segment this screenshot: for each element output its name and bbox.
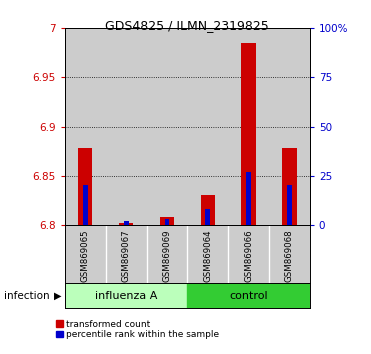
Text: GDS4825 / ILMN_2319825: GDS4825 / ILMN_2319825 xyxy=(105,19,269,33)
Bar xyxy=(228,28,269,225)
Bar xyxy=(201,195,215,225)
Text: GSM869069: GSM869069 xyxy=(162,229,171,282)
Bar xyxy=(164,219,170,225)
Bar xyxy=(106,28,147,225)
Legend: transformed count, percentile rank within the sample: transformed count, percentile rank withi… xyxy=(56,320,220,339)
Bar xyxy=(65,225,106,283)
Text: ▶: ▶ xyxy=(54,291,61,301)
Bar xyxy=(246,172,251,225)
Bar xyxy=(228,225,269,283)
Text: GSM869064: GSM869064 xyxy=(203,229,212,282)
Bar xyxy=(205,209,210,225)
Bar xyxy=(119,223,133,225)
Bar xyxy=(124,221,129,225)
Text: infection: infection xyxy=(4,291,49,301)
Bar xyxy=(269,225,310,283)
Text: GSM869066: GSM869066 xyxy=(244,229,253,282)
Bar xyxy=(78,148,92,225)
Bar xyxy=(106,225,147,283)
Bar xyxy=(187,225,228,283)
Bar xyxy=(65,283,187,308)
Bar xyxy=(160,217,174,225)
Bar xyxy=(269,28,310,225)
Bar xyxy=(187,28,228,225)
Bar xyxy=(287,185,292,225)
Text: control: control xyxy=(229,291,268,301)
Text: GSM869067: GSM869067 xyxy=(122,229,131,282)
Bar xyxy=(147,225,187,283)
Bar xyxy=(187,283,310,308)
Text: GSM869065: GSM869065 xyxy=(81,229,90,282)
Bar xyxy=(147,28,187,225)
Text: GSM869068: GSM869068 xyxy=(285,229,294,282)
Text: influenza A: influenza A xyxy=(95,291,157,301)
Bar xyxy=(282,148,296,225)
Bar xyxy=(83,185,88,225)
Bar xyxy=(65,28,106,225)
Bar xyxy=(242,43,256,225)
